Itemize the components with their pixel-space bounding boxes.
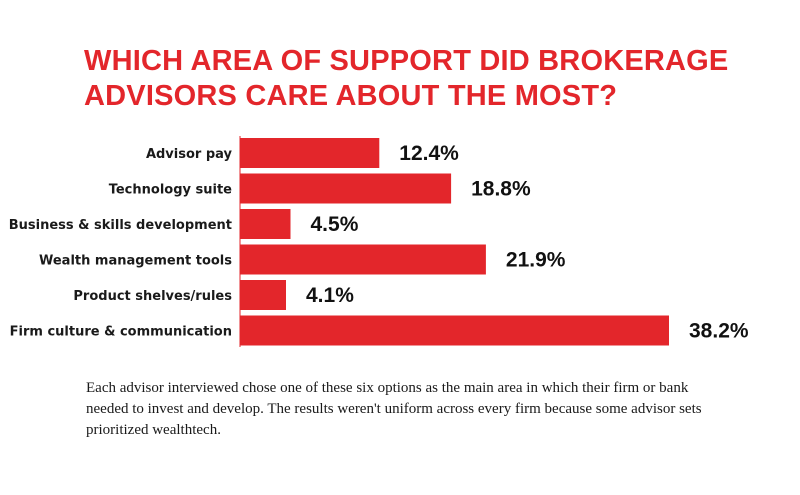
chart-title: WHICH AREA OF SUPPORT DID BROKERAGE ADVI… <box>84 45 729 112</box>
value-label: 18.8% <box>471 178 531 201</box>
chart-footnote: Each advisor interviewed chose one of th… <box>86 380 702 438</box>
bar <box>240 244 486 275</box>
value-label: 21.9% <box>506 249 566 272</box>
category-label: Business & skills development <box>9 218 232 233</box>
value-label: 12.4% <box>399 142 459 165</box>
bar <box>240 315 669 346</box>
bar <box>240 280 286 310</box>
category-label: Product shelves/rules <box>73 289 232 304</box>
bar <box>240 173 452 204</box>
value-label: 4.5% <box>311 213 359 236</box>
value-label: 4.1% <box>306 284 354 307</box>
category-label: Firm culture & communication <box>10 325 232 340</box>
bars-layer: Advisor pay 12.4% Technology suite 18.8% Bus… <box>9 138 749 346</box>
category-label: Wealth management tools <box>39 254 232 269</box>
category-label: Advisor pay <box>146 147 233 162</box>
bar <box>240 209 291 239</box>
value-label: 38.2% <box>689 320 749 343</box>
category-label: Technology suite <box>109 183 232 198</box>
bar <box>240 138 380 168</box>
